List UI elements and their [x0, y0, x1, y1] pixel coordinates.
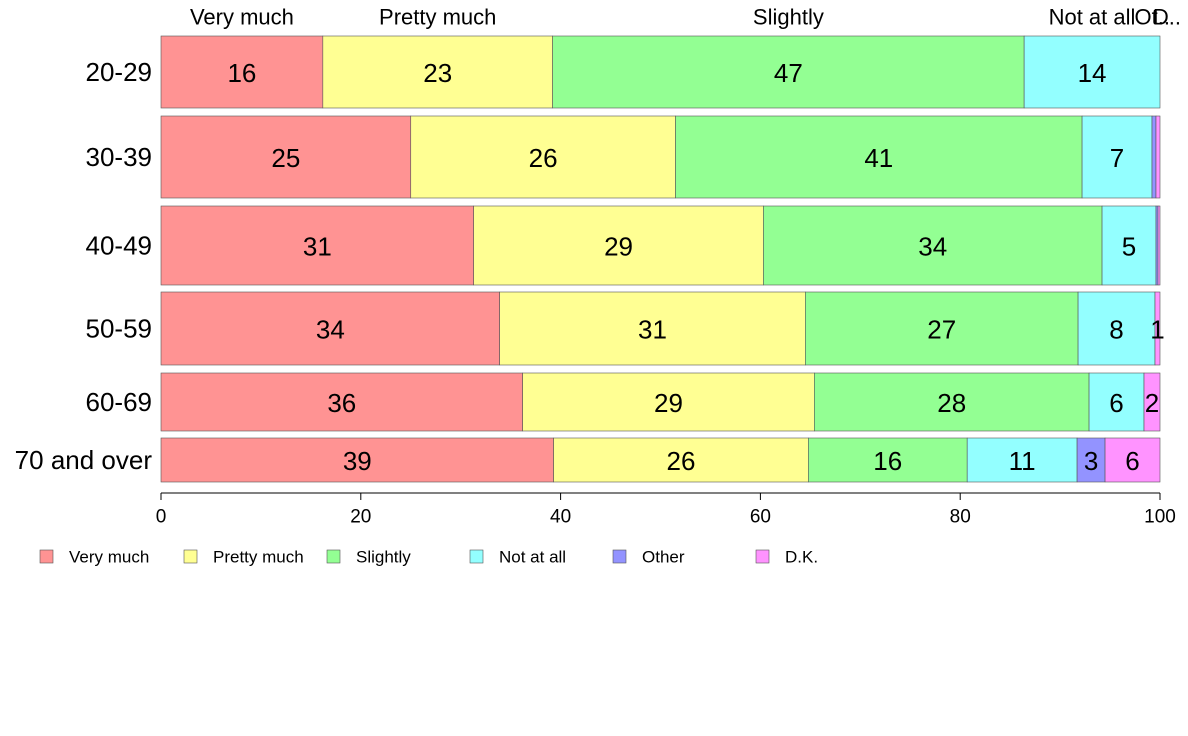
legend-label: Not at all [499, 548, 566, 567]
legend-swatch [755, 549, 770, 564]
legend-label: Pretty much [213, 548, 304, 567]
bar-value-label: 16 [873, 446, 902, 476]
bar-value-label: 26 [667, 446, 696, 476]
legend-label: Very much [69, 548, 149, 567]
bar-segment [1101, 205, 1157, 286]
bar-segment [1088, 372, 1145, 432]
bar-segment [160, 437, 554, 483]
legend-label: Other [642, 548, 685, 567]
bar-value-label: 28 [937, 388, 966, 418]
bar-value-label: 16 [227, 58, 256, 88]
bar-segment [160, 205, 474, 286]
bar-value-label: 14 [1078, 58, 1107, 88]
top-category-label: Not at all [1049, 5, 1136, 30]
bar-value-label: 5 [1122, 232, 1136, 262]
bar-value-label: 31 [638, 315, 667, 345]
row-label: 20-29 [86, 57, 153, 87]
x-axis-tick-label: 40 [550, 507, 571, 528]
bar-value-label: 29 [604, 232, 633, 262]
bar-value-label: 29 [654, 388, 683, 418]
row-label: 50-59 [86, 314, 153, 344]
row-label: 40-49 [86, 231, 153, 261]
bar-segment [410, 115, 676, 199]
bar-value-label: 31 [303, 232, 332, 262]
x-axis-tick-label: 0 [156, 507, 167, 528]
bar-segment [1155, 115, 1161, 199]
bar-value-label: 6 [1109, 388, 1123, 418]
bar-value-label: 6 [1125, 446, 1139, 476]
bar-value-label: 3 [1084, 446, 1098, 476]
bar-value-label: 1 [1150, 315, 1164, 345]
top-category-label: Pretty much [379, 5, 496, 30]
bar-segment [499, 291, 806, 366]
x-axis-tick-label: 60 [750, 507, 771, 528]
bar-value-label: 2 [1145, 388, 1159, 418]
row-label: 30-39 [86, 142, 153, 172]
bar-value-label: 34 [918, 232, 947, 262]
bar-value-label: 34 [316, 315, 345, 345]
bar-value-label: 25 [271, 143, 300, 173]
bar-value-label: 23 [423, 58, 452, 88]
bar-segment [160, 115, 412, 199]
legend-swatch [612, 549, 627, 564]
bar-value-label: 7 [1110, 143, 1124, 173]
bar-segment [808, 437, 968, 483]
bar-segment [473, 205, 764, 286]
bar-value-label: 36 [327, 388, 356, 418]
row-label: 70 and over [15, 445, 153, 475]
bar-value-label: 8 [1109, 315, 1123, 345]
x-axis-tick-label: 100 [1144, 507, 1176, 528]
bar-segment [1076, 437, 1106, 483]
legend-swatch [39, 549, 54, 564]
bar-value-label: 39 [343, 446, 372, 476]
legend-swatch [469, 549, 484, 564]
bar-segment [814, 372, 1090, 432]
bar-segment [675, 115, 1083, 199]
bar-value-label: 47 [774, 58, 803, 88]
bar-segment [1077, 291, 1156, 366]
top-category-label: Ot.. [1135, 5, 1170, 30]
bar-segment [1143, 372, 1161, 432]
top-category-label: Very much [190, 5, 294, 30]
bar-segment [805, 291, 1079, 366]
bar-segment [1157, 205, 1161, 286]
legend-swatch [183, 549, 198, 564]
bar-value-label: 26 [529, 143, 558, 173]
top-category-label: Slightly [753, 5, 824, 30]
x-axis-tick-label: 80 [950, 507, 971, 528]
row-label: 60-69 [86, 387, 153, 417]
bar-segment [1151, 115, 1157, 199]
bar-segment [1081, 115, 1153, 199]
top-category-label: D.. [1153, 5, 1181, 30]
bar-value-label: 41 [864, 143, 893, 173]
bar-segment [763, 205, 1103, 286]
bar-segment [1154, 291, 1161, 366]
legend-label: Slightly [356, 548, 411, 567]
bar-segment [1104, 437, 1161, 483]
bar-segment [160, 35, 324, 109]
bar-segment [553, 437, 809, 483]
bar-value-label: 27 [927, 315, 956, 345]
bar-segment [1023, 35, 1161, 109]
x-axis-tick-label: 20 [350, 507, 371, 528]
bar-segment [552, 35, 1025, 109]
legend-swatch [326, 549, 341, 564]
bar-value-label: 11 [1009, 446, 1036, 476]
bar-segment [322, 35, 553, 109]
bar-segment [966, 437, 1078, 483]
legend-label: D.K. [785, 548, 818, 567]
bar-segment [160, 372, 523, 432]
